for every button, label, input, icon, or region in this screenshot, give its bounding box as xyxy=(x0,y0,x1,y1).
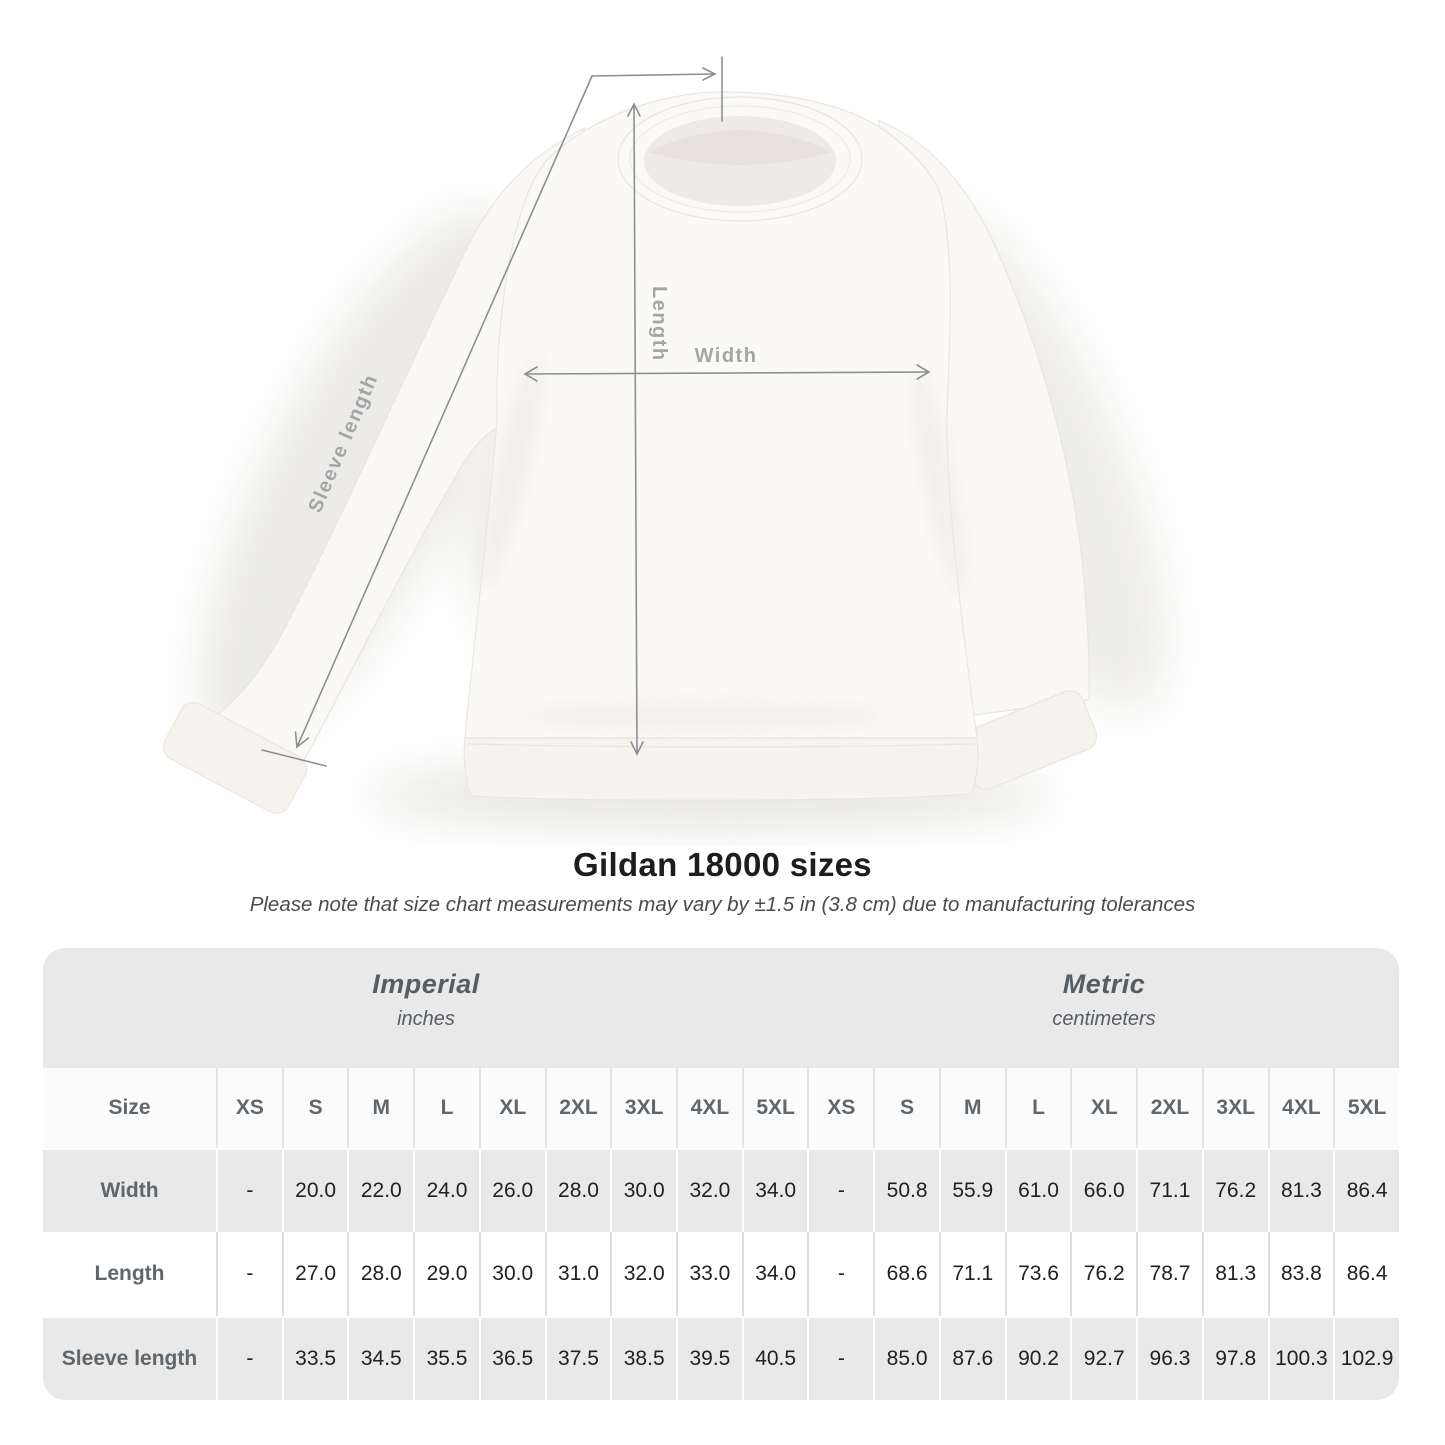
hem-band xyxy=(463,737,979,801)
value-cell: 86.4 xyxy=(1333,1148,1399,1232)
size-header-metric-s: S xyxy=(873,1068,939,1148)
value-cell: 81.3 xyxy=(1267,1148,1334,1232)
value-cell: 30.0 xyxy=(610,1148,677,1232)
value-cell: 26.0 xyxy=(478,1148,545,1232)
value-cell: 38.5 xyxy=(610,1316,677,1400)
metric-unit-label: centimeters xyxy=(1052,1008,1156,1030)
left-cuff xyxy=(162,702,308,814)
value-cell: 36.5 xyxy=(478,1316,545,1400)
value-cell: 39.5 xyxy=(676,1316,742,1400)
size-header-imperial-s: S xyxy=(281,1068,348,1148)
metric-label: Metric xyxy=(1062,969,1146,999)
size-header-metric-5xl: 5XL xyxy=(1333,1068,1399,1148)
value-cell: 76.2 xyxy=(1070,1232,1137,1316)
value-cell: 35.5 xyxy=(413,1316,479,1400)
value-cell: 97.8 xyxy=(1201,1316,1268,1400)
row-label: Length xyxy=(43,1232,216,1316)
unit-group-header: Imperial inches Metric centimeters xyxy=(43,948,1399,1068)
width-measure-line xyxy=(523,364,931,382)
sleeve-length-measure-line xyxy=(261,56,723,767)
size-header-imperial-l: L xyxy=(413,1068,479,1148)
size-header-imperial-m: M xyxy=(347,1068,414,1148)
value-cell: 100.3 xyxy=(1267,1316,1334,1400)
value-cell: 81.3 xyxy=(1201,1232,1268,1316)
size-header-imperial-5xl: 5XL xyxy=(741,1068,808,1148)
tolerance-note: Please note that size chart measurements… xyxy=(249,893,1196,916)
size-grid: Size XS S M L XL 2XL 3XL 4XL 5XL XS S M L XL 2XL 3XL 4XL 5… xyxy=(43,1068,1399,1400)
value-cell: - xyxy=(807,1232,874,1316)
size-table: Imperial inches Metric centimeters Size X… xyxy=(43,948,1399,1400)
value-cell: - xyxy=(807,1316,874,1400)
value-cell: 37.5 xyxy=(544,1316,611,1400)
value-cell: 96.3 xyxy=(1136,1316,1202,1400)
value-cell: 55.9 xyxy=(938,1148,1005,1232)
value-cell: 86.4 xyxy=(1333,1232,1399,1316)
value-cell: 71.1 xyxy=(938,1232,1005,1316)
value-cell: 22.0 xyxy=(347,1148,414,1232)
value-cell: 24.0 xyxy=(413,1148,479,1232)
size-header-metric-l: L xyxy=(1004,1068,1071,1148)
row-label: Sleeve length xyxy=(43,1316,216,1400)
value-cell: 92.7 xyxy=(1070,1316,1137,1400)
value-cell: 32.0 xyxy=(610,1232,677,1316)
left-sleeve xyxy=(208,126,587,773)
sweatshirt-size-diagram: Width Length Sleeve length xyxy=(162,56,1167,831)
value-cell: 50.8 xyxy=(873,1148,939,1232)
metric-group-header: Metric centimeters xyxy=(809,948,1399,1068)
size-header-imperial-3xl: 3XL xyxy=(610,1068,677,1148)
size-header-metric-xs: XS xyxy=(807,1068,874,1148)
value-cell: 87.6 xyxy=(938,1316,1005,1400)
value-cell: 66.0 xyxy=(1070,1148,1137,1232)
value-cell: 76.2 xyxy=(1201,1148,1268,1232)
value-cell: 85.0 xyxy=(873,1316,939,1400)
value-cell: - xyxy=(216,1232,282,1316)
size-header-metric-4xl: 4XL xyxy=(1267,1068,1334,1148)
width-label: Width xyxy=(695,345,758,367)
size-header-metric-2xl: 2XL xyxy=(1136,1068,1202,1148)
value-cell: 40.5 xyxy=(741,1316,808,1400)
size-header-imperial-4xl: 4XL xyxy=(676,1068,742,1148)
value-cell: - xyxy=(216,1148,282,1232)
value-cell: 30.0 xyxy=(478,1232,545,1316)
size-header-imperial-xl: XL xyxy=(478,1068,545,1148)
length-label: Length xyxy=(648,286,670,362)
value-cell: 90.2 xyxy=(1004,1316,1071,1400)
value-cell: 83.8 xyxy=(1267,1232,1334,1316)
size-header-metric-3xl: 3XL xyxy=(1201,1068,1268,1148)
sweatshirt-illustration xyxy=(162,91,1098,814)
value-cell: 27.0 xyxy=(281,1232,348,1316)
value-cell: - xyxy=(807,1148,874,1232)
value-cell: 29.0 xyxy=(413,1232,479,1316)
value-cell: 33.5 xyxy=(281,1316,348,1400)
size-column-header: Size xyxy=(43,1068,216,1148)
value-cell: 32.0 xyxy=(676,1148,742,1232)
value-cell: 31.0 xyxy=(544,1232,611,1316)
size-header-imperial-xs: XS xyxy=(216,1068,282,1148)
value-cell: 28.0 xyxy=(544,1148,611,1232)
value-cell: 61.0 xyxy=(1004,1148,1071,1232)
value-cell: 73.6 xyxy=(1004,1232,1071,1316)
imperial-unit-label: inches xyxy=(397,1008,455,1030)
page-title: Gildan 18000 sizes xyxy=(573,846,872,883)
size-header-imperial-2xl: 2XL xyxy=(544,1068,611,1148)
size-header-metric-m: M xyxy=(938,1068,1005,1148)
value-cell: - xyxy=(216,1316,282,1400)
size-header-metric-xl: XL xyxy=(1070,1068,1137,1148)
value-cell: 33.0 xyxy=(676,1232,742,1316)
imperial-group-header: Imperial inches xyxy=(43,948,809,1068)
value-cell: 78.7 xyxy=(1136,1232,1202,1316)
value-cell: 28.0 xyxy=(347,1232,414,1316)
collar-inside-back xyxy=(648,130,832,165)
value-cell: 71.1 xyxy=(1136,1148,1202,1232)
value-cell: 102.9 xyxy=(1333,1316,1399,1400)
value-cell: 34.0 xyxy=(741,1232,808,1316)
fabric-shading xyxy=(480,353,964,730)
value-cell: 34.5 xyxy=(347,1316,414,1400)
value-cell: 20.0 xyxy=(281,1148,348,1232)
value-cell: 68.6 xyxy=(873,1232,939,1316)
row-label: Width xyxy=(43,1148,216,1232)
length-measure-line xyxy=(627,102,644,756)
value-cell: 34.0 xyxy=(741,1148,808,1232)
imperial-label: Imperial xyxy=(372,969,480,999)
